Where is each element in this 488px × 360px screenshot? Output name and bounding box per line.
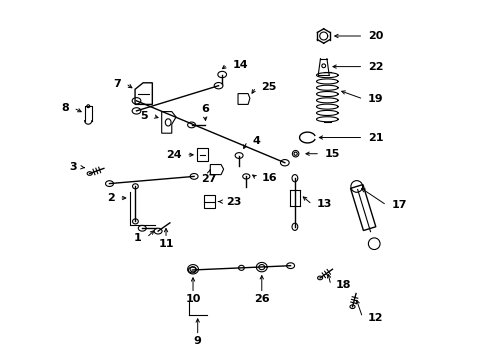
Bar [197,148,207,161]
Text: 4: 4 [251,136,260,146]
Text: 24: 24 [165,150,181,160]
Text: 19: 19 [367,94,383,104]
Text: 25: 25 [260,82,276,92]
Text: 10: 10 [185,294,200,304]
Text: 7: 7 [113,78,121,89]
Text: 5: 5 [140,111,148,121]
Text: 16: 16 [261,173,277,183]
Text: 1: 1 [134,233,142,243]
Text: 15: 15 [324,149,340,159]
Text: 8: 8 [61,103,69,113]
Text: 27: 27 [201,174,217,184]
Text: 6: 6 [201,104,208,114]
Text: 22: 22 [367,62,383,72]
Text: 12: 12 [366,312,382,323]
Text: 11: 11 [158,239,173,249]
Text: 3: 3 [69,162,77,172]
Bar [203,195,215,208]
Text: 14: 14 [232,60,247,70]
Text: 20: 20 [367,31,383,41]
Text: 21: 21 [367,132,383,143]
Text: 2: 2 [106,193,114,203]
Text: 23: 23 [225,197,241,207]
Text: 9: 9 [193,336,201,346]
Text: 13: 13 [316,199,331,210]
Text: 17: 17 [390,200,406,210]
Text: 18: 18 [335,280,350,290]
Text: 26: 26 [253,294,269,304]
